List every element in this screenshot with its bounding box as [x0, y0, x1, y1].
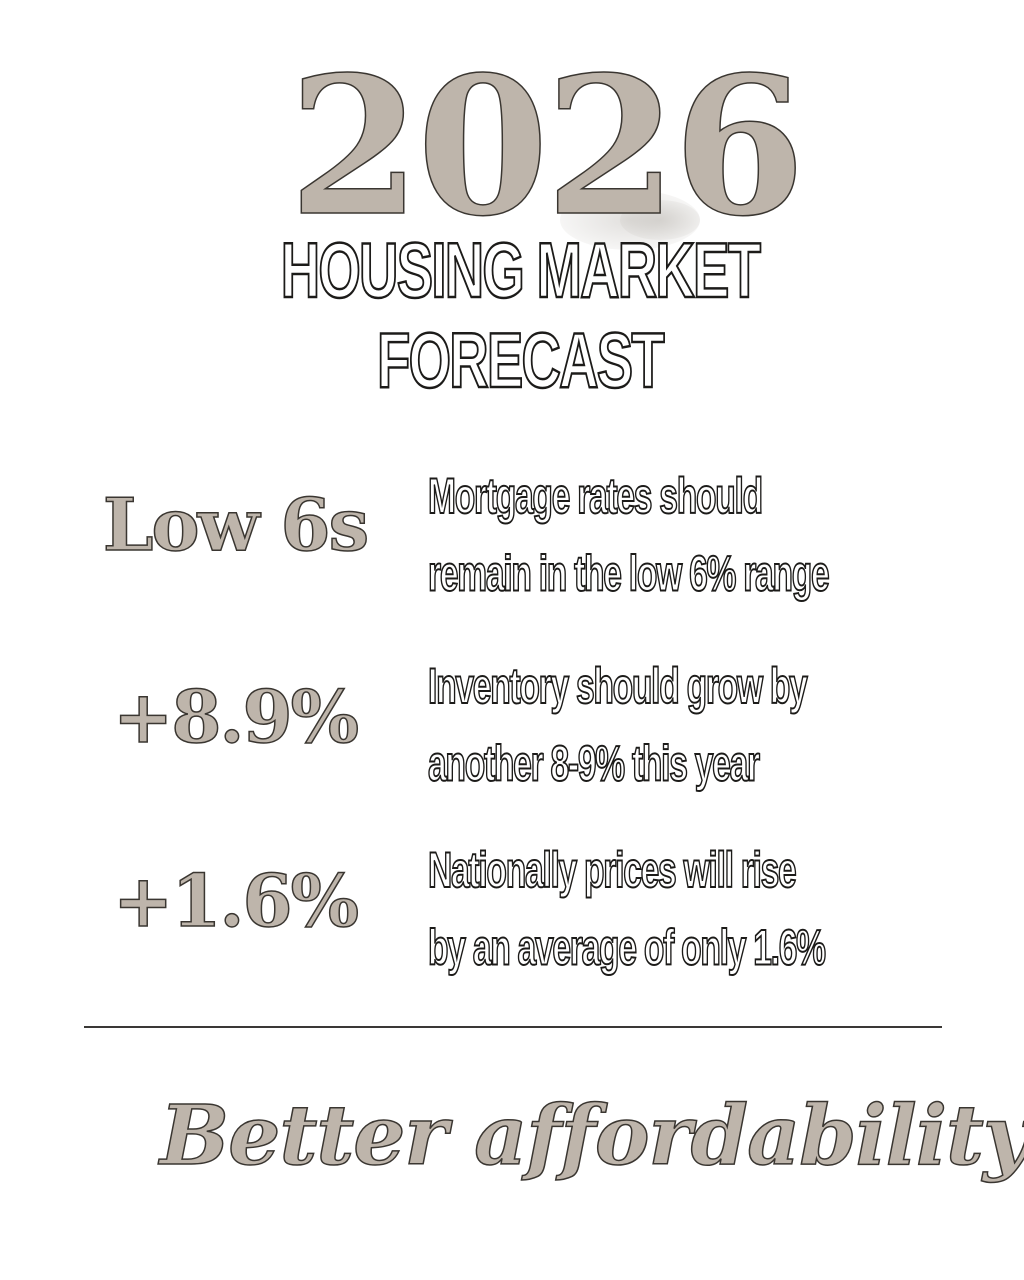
stat-description-line: Mortgage rates should [427, 468, 763, 525]
stat-description: Inventory should grow by another 8-9% th… [427, 648, 865, 803]
stat-row-prices: +1.6% Nationally prices will rise by an … [0, 842, 1024, 986]
stat-description-line: remain in the low 6% range [427, 546, 830, 603]
stat-description: Nationally prices will rise by an averag… [427, 832, 865, 987]
headline-line-2: FORECAST [376, 317, 666, 406]
stat-description-line: Nationally prices will rise [427, 842, 797, 899]
stat-description-line: Inventory should grow by [427, 658, 808, 715]
year-title: 2026 [288, 35, 806, 258]
stat-row-mortgage: Low 6s Mortgage rates should remain in t… [0, 468, 1024, 610]
stat-row-inventory: +8.9% Inventory should grow by another 8… [0, 658, 1024, 802]
stat-value: +8.9% [112, 673, 360, 760]
tagline: Better affordability [159, 1087, 1024, 1185]
headline-line-1: HOUSING MARKET [280, 227, 762, 316]
background-smudge [620, 200, 700, 240]
stat-value: Low 6s [102, 481, 370, 568]
stat-description-line: another 8-9% this year [427, 736, 760, 793]
stat-description: Mortgage rates should remain in the low … [427, 458, 865, 613]
stat-description-line: by an average of only 1.6% [427, 920, 826, 977]
divider-line [84, 1026, 942, 1028]
stat-value: +1.6% [112, 857, 360, 944]
background-smudge [560, 190, 700, 250]
